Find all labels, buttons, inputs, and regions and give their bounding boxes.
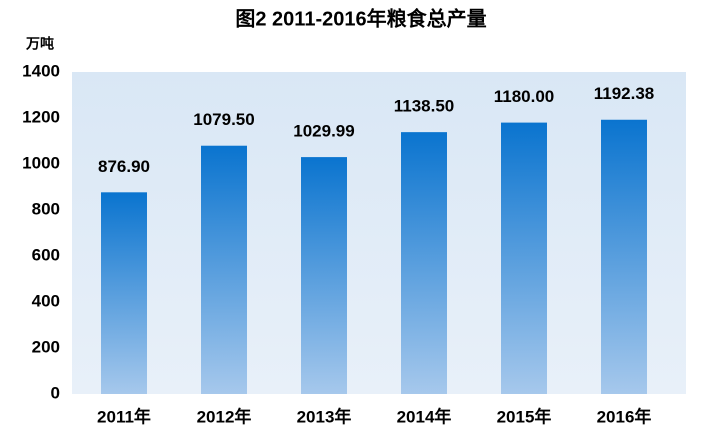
y-tick-label: 1200 — [22, 107, 60, 126]
bar — [101, 192, 147, 394]
data-label: 1079.50 — [193, 110, 254, 129]
data-label: 1029.99 — [293, 122, 354, 141]
x-tick-label: 2013年 — [297, 406, 352, 426]
y-tick-label: 600 — [32, 245, 60, 264]
bar — [501, 122, 547, 394]
y-tick-label: 1000 — [22, 153, 60, 172]
bar — [201, 145, 247, 394]
data-label: 1138.50 — [394, 97, 455, 116]
chart-title: 图2 2011-2016年粮食总产量 — [235, 6, 486, 30]
x-tick-label: 2012年 — [197, 406, 252, 426]
bar — [301, 157, 347, 394]
y-tick-label: 0 — [51, 383, 60, 402]
y-tick-label: 400 — [32, 291, 60, 310]
y-axis-label: 万吨 — [25, 36, 54, 52]
data-label: 1192.38 — [594, 84, 655, 103]
data-label: 1180.00 — [494, 87, 555, 106]
y-tick-label: 1400 — [22, 61, 60, 80]
x-tick-label: 2016年 — [597, 406, 652, 426]
data-label: 876.90 — [98, 157, 150, 176]
x-tick-label: 2014年 — [397, 406, 452, 426]
x-tick-label: 2015年 — [497, 406, 552, 426]
bar — [601, 119, 647, 395]
x-tick-label: 2011年 — [97, 406, 151, 426]
y-tick-label: 800 — [32, 199, 60, 218]
y-tick-label: 200 — [32, 337, 60, 356]
plot-area — [72, 72, 686, 394]
bar — [401, 132, 447, 394]
